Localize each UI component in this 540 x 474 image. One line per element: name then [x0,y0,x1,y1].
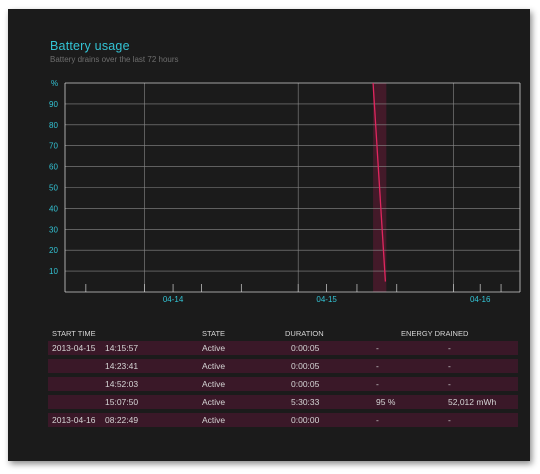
y-tick-label: 60 [49,163,58,172]
cell-energy: - [448,415,451,425]
y-tick-label: 30 [49,225,58,234]
table-row: 2013-04-15 14:15:57 Active 0:00:05 - - [48,341,518,355]
page-title: Battery usage [50,39,130,53]
cell-percent: - [376,343,379,353]
table-header: START TIME STATE DURATION ENERGY DRAINED [48,326,520,340]
cell-time: 14:52:03 [105,379,139,389]
cell-duration: 0:00:05 [291,379,320,389]
cell-state: Active [202,415,226,425]
y-tick-label: 50 [49,184,58,193]
cell-date: 2013-04-16 [52,415,96,425]
cell-energy: 52,012 mWh [448,397,497,407]
y-tick-label: 20 [49,246,58,255]
y-tick-label: 40 [49,204,58,213]
cell-energy: - [448,343,451,353]
cell-duration: 0:00:05 [291,361,320,371]
cell-state: Active [202,397,226,407]
table-row: 14:52:03 Active 0:00:05 - - [48,377,518,391]
table-row: 14:23:41 Active 0:00:05 - - [48,359,518,373]
cell-duration: 0:00:00 [291,415,320,425]
cell-state: Active [202,361,226,371]
header-start-time: START TIME [52,329,96,338]
cell-energy: - [448,361,451,371]
y-axis-label: % [51,79,58,88]
cell-time: 15:07:50 [105,397,139,407]
header-duration: DURATION [285,329,324,338]
x-tick-label: 04-15 [316,295,337,304]
header-state: STATE [202,329,226,338]
cell-percent: - [376,379,379,389]
cell-duration: 0:00:05 [291,343,320,353]
cell-time: 08:22:49 [105,415,139,425]
cell-percent: 95 % [376,397,396,407]
cell-state: Active [202,343,226,353]
cell-percent: - [376,361,379,371]
y-tick-label: 10 [49,267,58,276]
cell-energy: - [448,379,451,389]
x-tick-label: 04-14 [163,295,184,304]
table-row: 15:07:50 Active 5:30:33 95 % 52,012 mWh [48,395,518,409]
cell-date: 2013-04-15 [52,343,96,353]
header-energy-drained: ENERGY DRAINED [401,329,469,338]
cell-duration: 5:30:33 [291,397,320,407]
cell-percent: - [376,415,379,425]
battery-level-line [372,82,387,282]
cell-time: 14:15:57 [105,343,139,353]
y-tick-label: 80 [49,121,58,130]
cell-state: Active [202,379,226,389]
y-tick-label: 90 [49,100,58,109]
cell-time: 14:23:41 [105,361,139,371]
x-tick-label: 04-16 [470,295,491,304]
y-tick-label: 70 [49,142,58,151]
table-row: 2013-04-16 08:22:49 Active 0:00:00 - - [48,413,518,427]
page-subtitle: Battery drains over the last 72 hours [50,55,179,64]
